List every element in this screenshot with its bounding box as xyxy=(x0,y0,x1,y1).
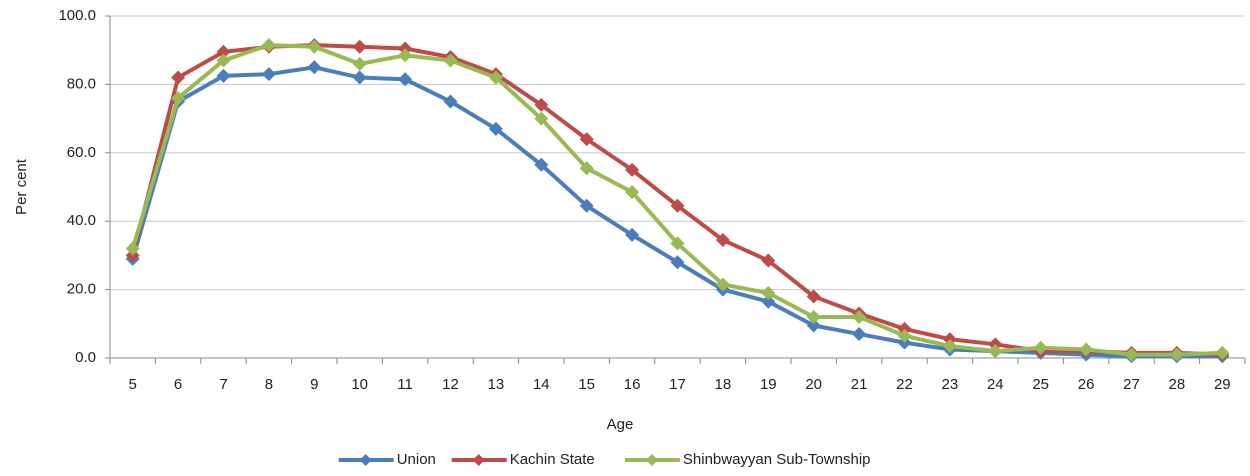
point-marker xyxy=(897,328,912,343)
y-tick-label: 60.0 xyxy=(67,144,96,161)
point-marker xyxy=(534,111,549,126)
point-marker xyxy=(534,97,549,112)
point-marker xyxy=(261,38,276,53)
y-tick-label: 100.0 xyxy=(58,7,96,24)
point-marker xyxy=(806,318,821,333)
point-marker xyxy=(352,70,367,85)
x-tick-label: 20 xyxy=(805,376,822,393)
point-marker xyxy=(670,255,685,270)
point-marker xyxy=(715,277,730,292)
x-tick-label: 21 xyxy=(851,376,868,393)
point-marker xyxy=(988,344,1003,359)
point-marker xyxy=(398,72,413,87)
point-marker xyxy=(806,289,821,304)
x-tick-label: 22 xyxy=(896,376,913,393)
x-tick-label: 9 xyxy=(310,376,318,393)
x-tick-label: 26 xyxy=(1078,376,1095,393)
x-tick-label: 13 xyxy=(488,376,505,393)
point-marker xyxy=(307,39,322,54)
y-tick-label: 0.0 xyxy=(75,349,96,366)
point-marker xyxy=(1079,342,1094,357)
point-marker xyxy=(216,44,231,59)
x-tick-label: 17 xyxy=(669,376,686,393)
point-marker xyxy=(443,94,458,109)
x-tick-label: 12 xyxy=(442,376,459,393)
x-axis-label: Age xyxy=(607,416,634,433)
point-marker xyxy=(171,91,186,106)
point-marker xyxy=(125,241,140,256)
point-marker xyxy=(171,70,186,85)
point-marker xyxy=(670,198,685,213)
legend-label: Shinbwayyan Sub-Township xyxy=(683,451,871,468)
x-tick-label: 6 xyxy=(174,376,182,393)
x-tick-label: 27 xyxy=(1123,376,1140,393)
x-tick-label: 23 xyxy=(942,376,959,393)
point-marker xyxy=(806,309,821,324)
x-tick-label: 18 xyxy=(715,376,732,393)
point-marker xyxy=(443,53,458,68)
point-marker xyxy=(398,48,413,63)
point-marker xyxy=(761,294,776,309)
point-marker xyxy=(852,309,867,324)
point-marker xyxy=(579,198,594,213)
point-marker xyxy=(579,161,594,176)
point-marker xyxy=(715,233,730,248)
legend-marker xyxy=(472,454,485,466)
x-tick-label: 15 xyxy=(578,376,595,393)
point-marker xyxy=(1169,347,1184,362)
point-marker xyxy=(261,67,276,82)
point-marker xyxy=(307,60,322,75)
x-tick-label: 28 xyxy=(1169,376,1186,393)
point-marker xyxy=(852,327,867,342)
legend-marker xyxy=(359,454,372,466)
point-marker xyxy=(216,53,231,68)
point-marker xyxy=(534,157,549,172)
point-marker xyxy=(625,185,640,200)
x-tick-label: 14 xyxy=(533,376,550,393)
x-tick-label: 5 xyxy=(129,376,137,393)
point-marker xyxy=(670,236,685,251)
point-marker xyxy=(488,70,503,85)
point-marker xyxy=(216,68,231,83)
x-tick-label: 7 xyxy=(219,376,227,393)
point-marker xyxy=(579,132,594,147)
legend-marker xyxy=(645,454,658,466)
point-marker xyxy=(1124,347,1139,362)
point-marker xyxy=(761,286,776,301)
point-marker xyxy=(761,253,776,268)
y-tick-label: 40.0 xyxy=(67,212,96,229)
point-marker xyxy=(625,227,640,242)
point-marker xyxy=(352,56,367,71)
y-tick-label: 20.0 xyxy=(67,281,96,298)
point-marker xyxy=(1033,340,1048,355)
point-marker xyxy=(942,339,957,354)
x-tick-label: 11 xyxy=(397,376,413,393)
y-tick-label: 80.0 xyxy=(67,75,96,92)
point-marker xyxy=(352,39,367,54)
x-tick-label: 16 xyxy=(624,376,641,393)
x-tick-label: 19 xyxy=(760,376,777,393)
x-tick-label: 10 xyxy=(351,376,368,393)
legend-label: Kachin State xyxy=(510,451,595,468)
point-marker xyxy=(488,121,503,136)
legend-label: Union xyxy=(397,451,436,468)
x-tick-label: 29 xyxy=(1214,376,1231,393)
point-marker xyxy=(625,162,640,177)
x-tick-label: 25 xyxy=(1032,376,1049,393)
x-tick-label: 24 xyxy=(987,376,1004,393)
y-axis-label: Per cent xyxy=(13,158,30,215)
point-marker xyxy=(1215,345,1230,360)
x-tick-label: 8 xyxy=(265,376,273,393)
